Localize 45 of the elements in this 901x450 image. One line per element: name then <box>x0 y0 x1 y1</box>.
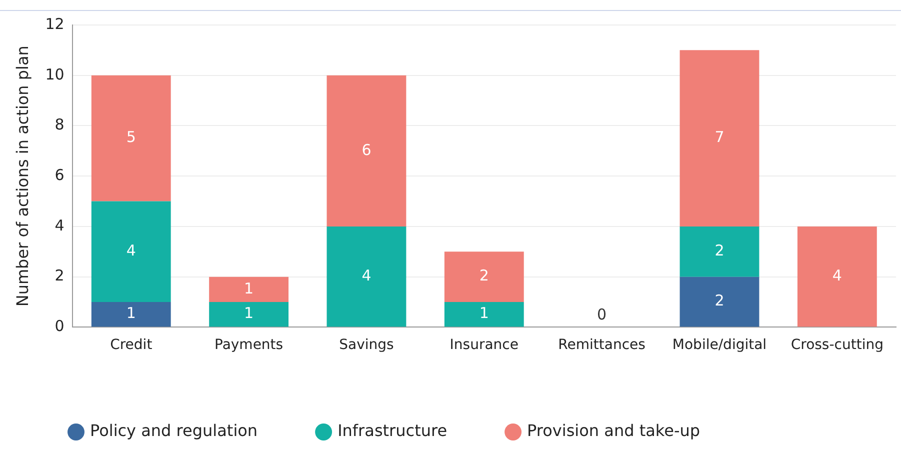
bar <box>209 276 289 302</box>
x-tick-label: Credit <box>110 337 153 354</box>
bar <box>91 201 171 302</box>
bar <box>444 252 524 302</box>
data-label: 2 <box>479 266 489 285</box>
bar <box>326 226 406 327</box>
data-label: 4 <box>126 242 136 260</box>
data-label: 1 <box>244 304 254 322</box>
x-tick-label: Cross-cutting <box>790 337 884 354</box>
bar <box>91 302 171 327</box>
data-label: 4 <box>362 266 372 284</box>
data-label: 6 <box>362 140 372 159</box>
data-label: 2 <box>714 292 724 310</box>
legend-label: Policy and regulation <box>90 421 258 440</box>
bar <box>680 50 760 226</box>
x-tick-label: Savings <box>339 337 394 354</box>
data-label: 1 <box>244 279 254 298</box>
data-label: 1 <box>479 304 489 322</box>
y-tick-label: 6 <box>54 166 64 184</box>
bar <box>680 276 760 327</box>
data-label: 5 <box>126 128 136 146</box>
bar <box>680 226 760 277</box>
bar <box>444 302 524 327</box>
data-label: 4 <box>832 266 842 284</box>
legend-label: Provision and take-up <box>527 421 700 440</box>
y-tick-label: 0 <box>54 317 64 336</box>
data-label: 2 <box>714 242 724 260</box>
bar <box>797 226 877 327</box>
y-tick-label: 10 <box>45 65 64 84</box>
y-axis-title: Number of actions in action plan <box>12 46 32 307</box>
x-tick-label: Remittances <box>558 337 646 354</box>
bar <box>209 302 289 327</box>
y-tick-label: 2 <box>54 266 64 285</box>
x-tick-label: Insurance <box>450 337 518 354</box>
total-label: 0 <box>597 306 607 324</box>
x-tick-label: Mobile/digital <box>672 337 767 354</box>
data-label: 1 <box>126 304 136 322</box>
legend-label: Infrastructure <box>338 421 448 440</box>
x-tick-label: Payments <box>214 337 284 354</box>
y-tick-label: 4 <box>54 216 64 234</box>
y-tick-label: 12 <box>45 14 64 33</box>
y-tick-label: 8 <box>54 116 64 134</box>
bar <box>326 75 406 226</box>
bar <box>91 75 171 202</box>
data-label: 7 <box>714 128 724 146</box>
